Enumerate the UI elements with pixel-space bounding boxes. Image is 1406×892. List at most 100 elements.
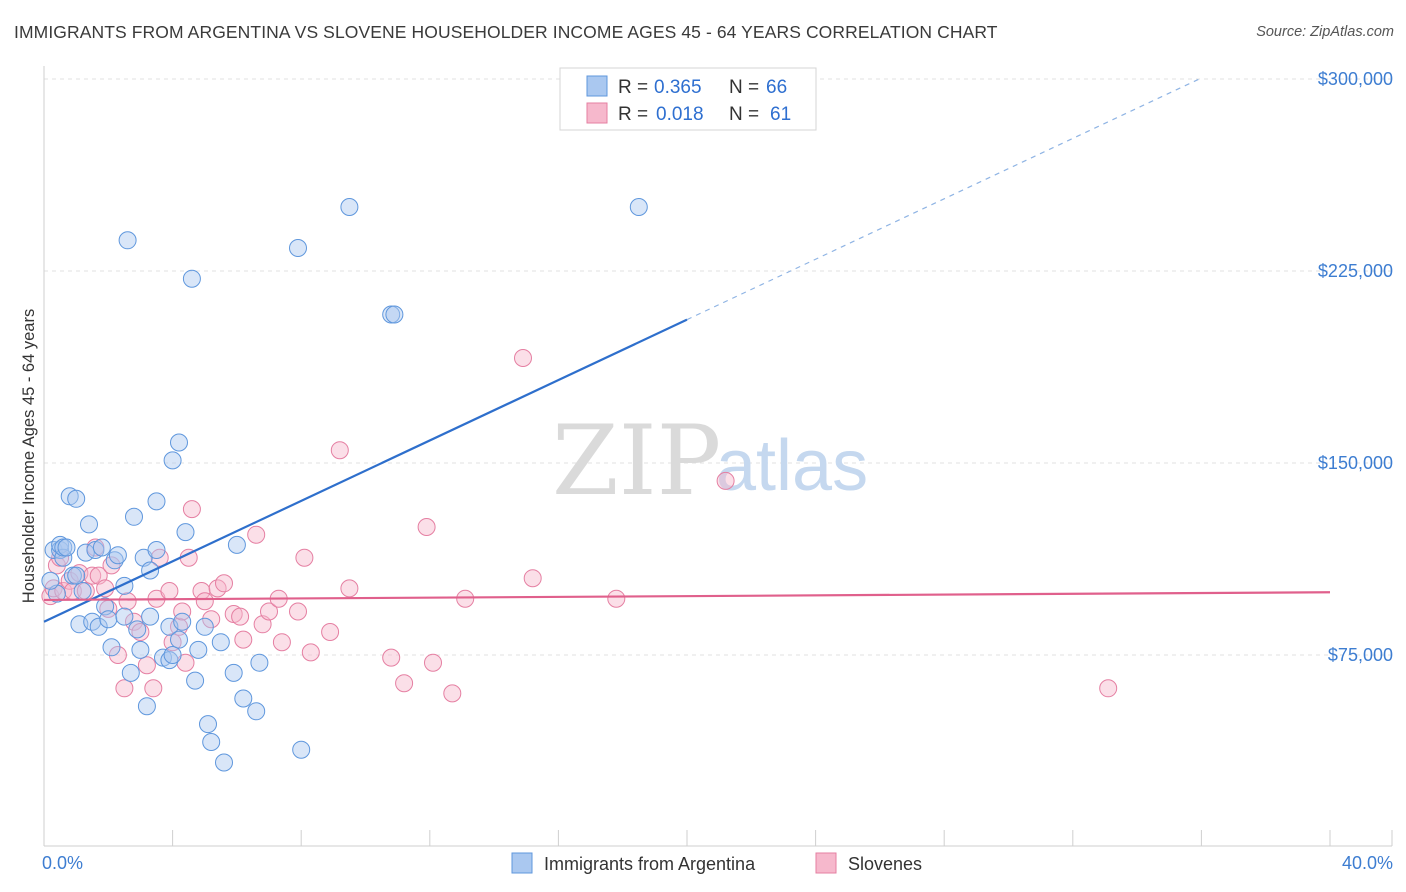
slovenes-point [102, 556, 121, 575]
argentina-point [211, 633, 230, 652]
legend-r-label-slovenes: R = [618, 104, 648, 125]
argentina-point [125, 507, 143, 526]
series-legend-label-slovenes: Slovenes [848, 854, 922, 874]
slovenes-point [137, 656, 156, 675]
series-legend: Immigrants from Argentina Slovenes [511, 852, 922, 874]
argentina-point [57, 538, 76, 557]
argentina-point [227, 535, 246, 554]
argentina-point [141, 607, 160, 626]
argentina-point [99, 610, 118, 629]
slovenes-point [716, 471, 735, 490]
stats-legend: R = 0.365 N = 66 R = 0.018 N = 61 [559, 67, 817, 131]
argentina-point [121, 663, 140, 682]
argentina-point [41, 571, 60, 590]
chart-title: IMMIGRANTS FROM ARGENTINA VS SLOVENE HOU… [14, 22, 998, 42]
slovenes-point [1099, 679, 1118, 698]
y-tick-label: $225,000 [1318, 261, 1393, 281]
slovenes-point [424, 653, 442, 672]
argentina-point [340, 198, 359, 216]
grid [44, 78, 1392, 656]
legend-n-value-slovenes: 61 [770, 104, 791, 125]
slovenes-point [395, 674, 414, 693]
slovenes-point [202, 610, 221, 629]
argentina-point [141, 561, 160, 580]
data-points [41, 198, 1118, 772]
slovenes-point [160, 582, 179, 600]
slovenes-point [340, 579, 359, 598]
watermark-zip: ZIP [552, 405, 721, 517]
slovenes-point [182, 500, 201, 519]
argentina-point [73, 582, 92, 600]
argentina-point [137, 697, 156, 716]
argentina-point [176, 523, 195, 542]
slovenes-point [330, 441, 349, 460]
argentina-point [189, 640, 208, 659]
slovenes-point [417, 518, 436, 536]
argentina-point [105, 551, 124, 570]
slovenes-point [321, 623, 340, 641]
slovenes-point [83, 566, 102, 585]
argentina-point [195, 617, 214, 636]
series-legend-swatch-argentina [511, 852, 533, 874]
argentina-trend-extension [686, 77, 1202, 321]
x-tick-label-max: 40.0% [1342, 853, 1393, 873]
argentina-point [234, 689, 253, 708]
argentina-trend-line [43, 318, 688, 623]
slovenes-point [443, 684, 462, 703]
argentina-point [173, 612, 192, 631]
slovenes-point [295, 548, 314, 567]
watermark-atlas: atlas [716, 426, 868, 506]
argentina-point [147, 541, 166, 559]
legend-n-label-slovenes: N = [729, 104, 759, 125]
argentina-point [170, 433, 188, 452]
series-legend-label-argentina: Immigrants from Argentina [544, 854, 756, 874]
argentina-point [385, 305, 404, 324]
argentina-point [247, 702, 266, 721]
slovenes-point [231, 607, 250, 626]
legend-swatch-slovenes [586, 102, 608, 124]
slovenes-point [382, 648, 401, 667]
legend-n-label-argentina: N = [729, 77, 759, 98]
y-axis-label: Householder Income Ages 45 - 64 years [20, 309, 38, 603]
argentina-point [128, 620, 147, 639]
argentina-point [67, 566, 86, 585]
slovenes-trend-line [43, 591, 1331, 602]
series-legend-swatch-slovenes [815, 852, 837, 874]
argentina-point [108, 546, 127, 565]
slovenes-point [215, 574, 233, 593]
slovenes-point [260, 602, 278, 621]
y-tick-label: $75,000 [1328, 645, 1393, 665]
slovenes-point [523, 569, 542, 588]
legend-r-value-slovenes: 0.018 [656, 104, 704, 125]
argentina-point [160, 651, 179, 670]
slovenes-point [514, 349, 532, 367]
argentina-point [182, 269, 201, 288]
y-tick-labels: $75,000 $150,000 $225,000 $300,000 [1318, 69, 1393, 665]
argentina-point [89, 617, 108, 636]
argentina-point [186, 671, 205, 690]
slovenes-point [607, 589, 626, 608]
watermark: ZIP atlas [552, 405, 868, 517]
slovenes-point [247, 525, 266, 544]
slovenes-point [170, 617, 188, 636]
argentina-point [67, 489, 86, 508]
slovenes-point [289, 602, 307, 621]
argentina-point [131, 640, 150, 659]
argentina-point [163, 451, 182, 470]
argentina-point [118, 231, 137, 250]
argentina-point [224, 663, 243, 682]
slovenes-point [96, 579, 115, 598]
argentina-point [292, 740, 311, 759]
argentina-point [163, 646, 182, 664]
argentina-point [147, 492, 166, 511]
legend-r-value-argentina: 0.365 [654, 77, 702, 98]
argentina-point [170, 630, 188, 649]
argentina-point [629, 198, 648, 216]
slovenes-point [195, 592, 214, 611]
slovenes-point [108, 646, 127, 664]
slovenes-point [456, 589, 475, 608]
slovenes-point [301, 643, 320, 662]
legend-n-value-argentina: 66 [766, 77, 787, 98]
argentina-point [115, 607, 134, 626]
